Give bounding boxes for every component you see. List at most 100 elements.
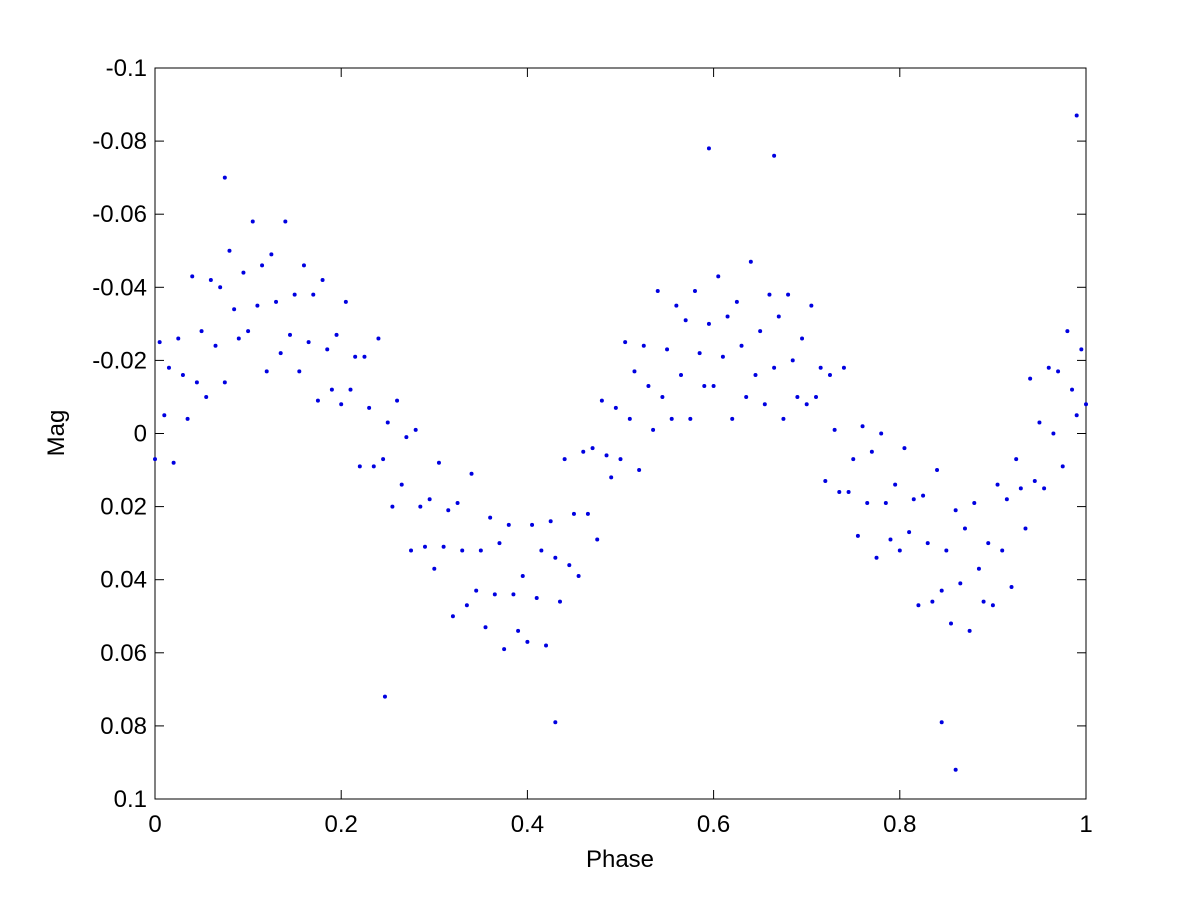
data-point [888,537,893,542]
data-point [176,336,181,341]
data-point [632,369,637,374]
data-point [935,468,940,473]
data-point [436,460,441,465]
data-point [669,416,674,421]
data-point [739,343,744,348]
data-point [967,628,972,633]
data-point [893,482,898,487]
data-point [567,563,572,568]
data-point [390,504,395,509]
data-point [1079,347,1084,352]
data-point [851,457,856,462]
data-point [679,373,684,378]
data-point [1028,376,1033,381]
data-point [385,420,390,425]
data-point [981,599,986,604]
data-point [865,500,870,505]
data-point [1056,369,1061,374]
data-point [562,457,567,462]
data-point [897,548,902,553]
data-point [530,522,535,527]
data-point [506,522,511,527]
data-point [1042,486,1047,491]
data-point [730,416,735,421]
data-point [1018,486,1023,491]
data-point [553,720,558,725]
data-point [674,303,679,308]
data-point [213,343,218,348]
data-point [236,336,241,341]
data-point [939,588,944,593]
data-point [520,574,525,579]
data-point [576,574,581,579]
data-point [753,373,758,378]
data-point [879,431,884,436]
data-point [250,219,255,224]
data-point [455,500,460,505]
data-point [255,303,260,308]
data-point [185,416,190,421]
data-point [660,394,665,399]
data-point [325,347,330,352]
data-point [939,720,944,725]
data-point [343,299,348,304]
data-point [544,643,549,648]
data-point [427,497,432,502]
data-point [492,592,497,597]
data-point [557,599,562,604]
data-point [292,292,297,297]
data-point [944,548,949,553]
data-point [534,595,539,600]
data-point [832,427,837,432]
data-point [823,479,828,484]
data-point [716,274,721,279]
data-point [315,398,320,403]
data-point [874,555,879,560]
data-point [697,351,702,356]
data-point [720,354,725,359]
data-point [702,383,707,388]
data-point [1004,497,1009,502]
data-point [162,413,167,418]
x-axis-label: Phase [586,846,654,873]
data-point [986,541,991,546]
y-axis-label: Mag [43,410,70,457]
data-point [1037,420,1042,425]
data-point [502,647,507,652]
data-point [907,530,912,535]
data-point [260,263,265,268]
data-point [1074,113,1079,118]
data-point [1060,464,1065,469]
x-tick-label: 0.2 [325,811,358,838]
y-tick-label: -0.08 [92,128,147,155]
data-point [930,599,935,604]
data-point [837,489,842,494]
data-point [1051,431,1056,436]
data-point [287,332,292,337]
y-tick-label: -0.06 [92,201,147,228]
data-point [222,380,227,385]
data-point [818,365,823,370]
data-point [651,427,656,432]
data-point [911,497,916,502]
data-point [772,365,777,370]
data-point [800,336,805,341]
data-point [846,489,851,494]
data-point [613,405,618,410]
data-point [902,446,907,451]
data-point [646,383,651,388]
data-point [623,340,628,345]
data-point [599,398,604,403]
data-point [446,508,451,513]
data-point [469,471,474,476]
data-point [809,303,814,308]
data-point [208,277,213,282]
data-point [464,603,469,608]
data-point [157,340,162,345]
data-point [855,533,860,538]
data-point [748,259,753,264]
data-point [413,427,418,432]
data-point [1084,402,1088,407]
data-point [409,548,414,553]
